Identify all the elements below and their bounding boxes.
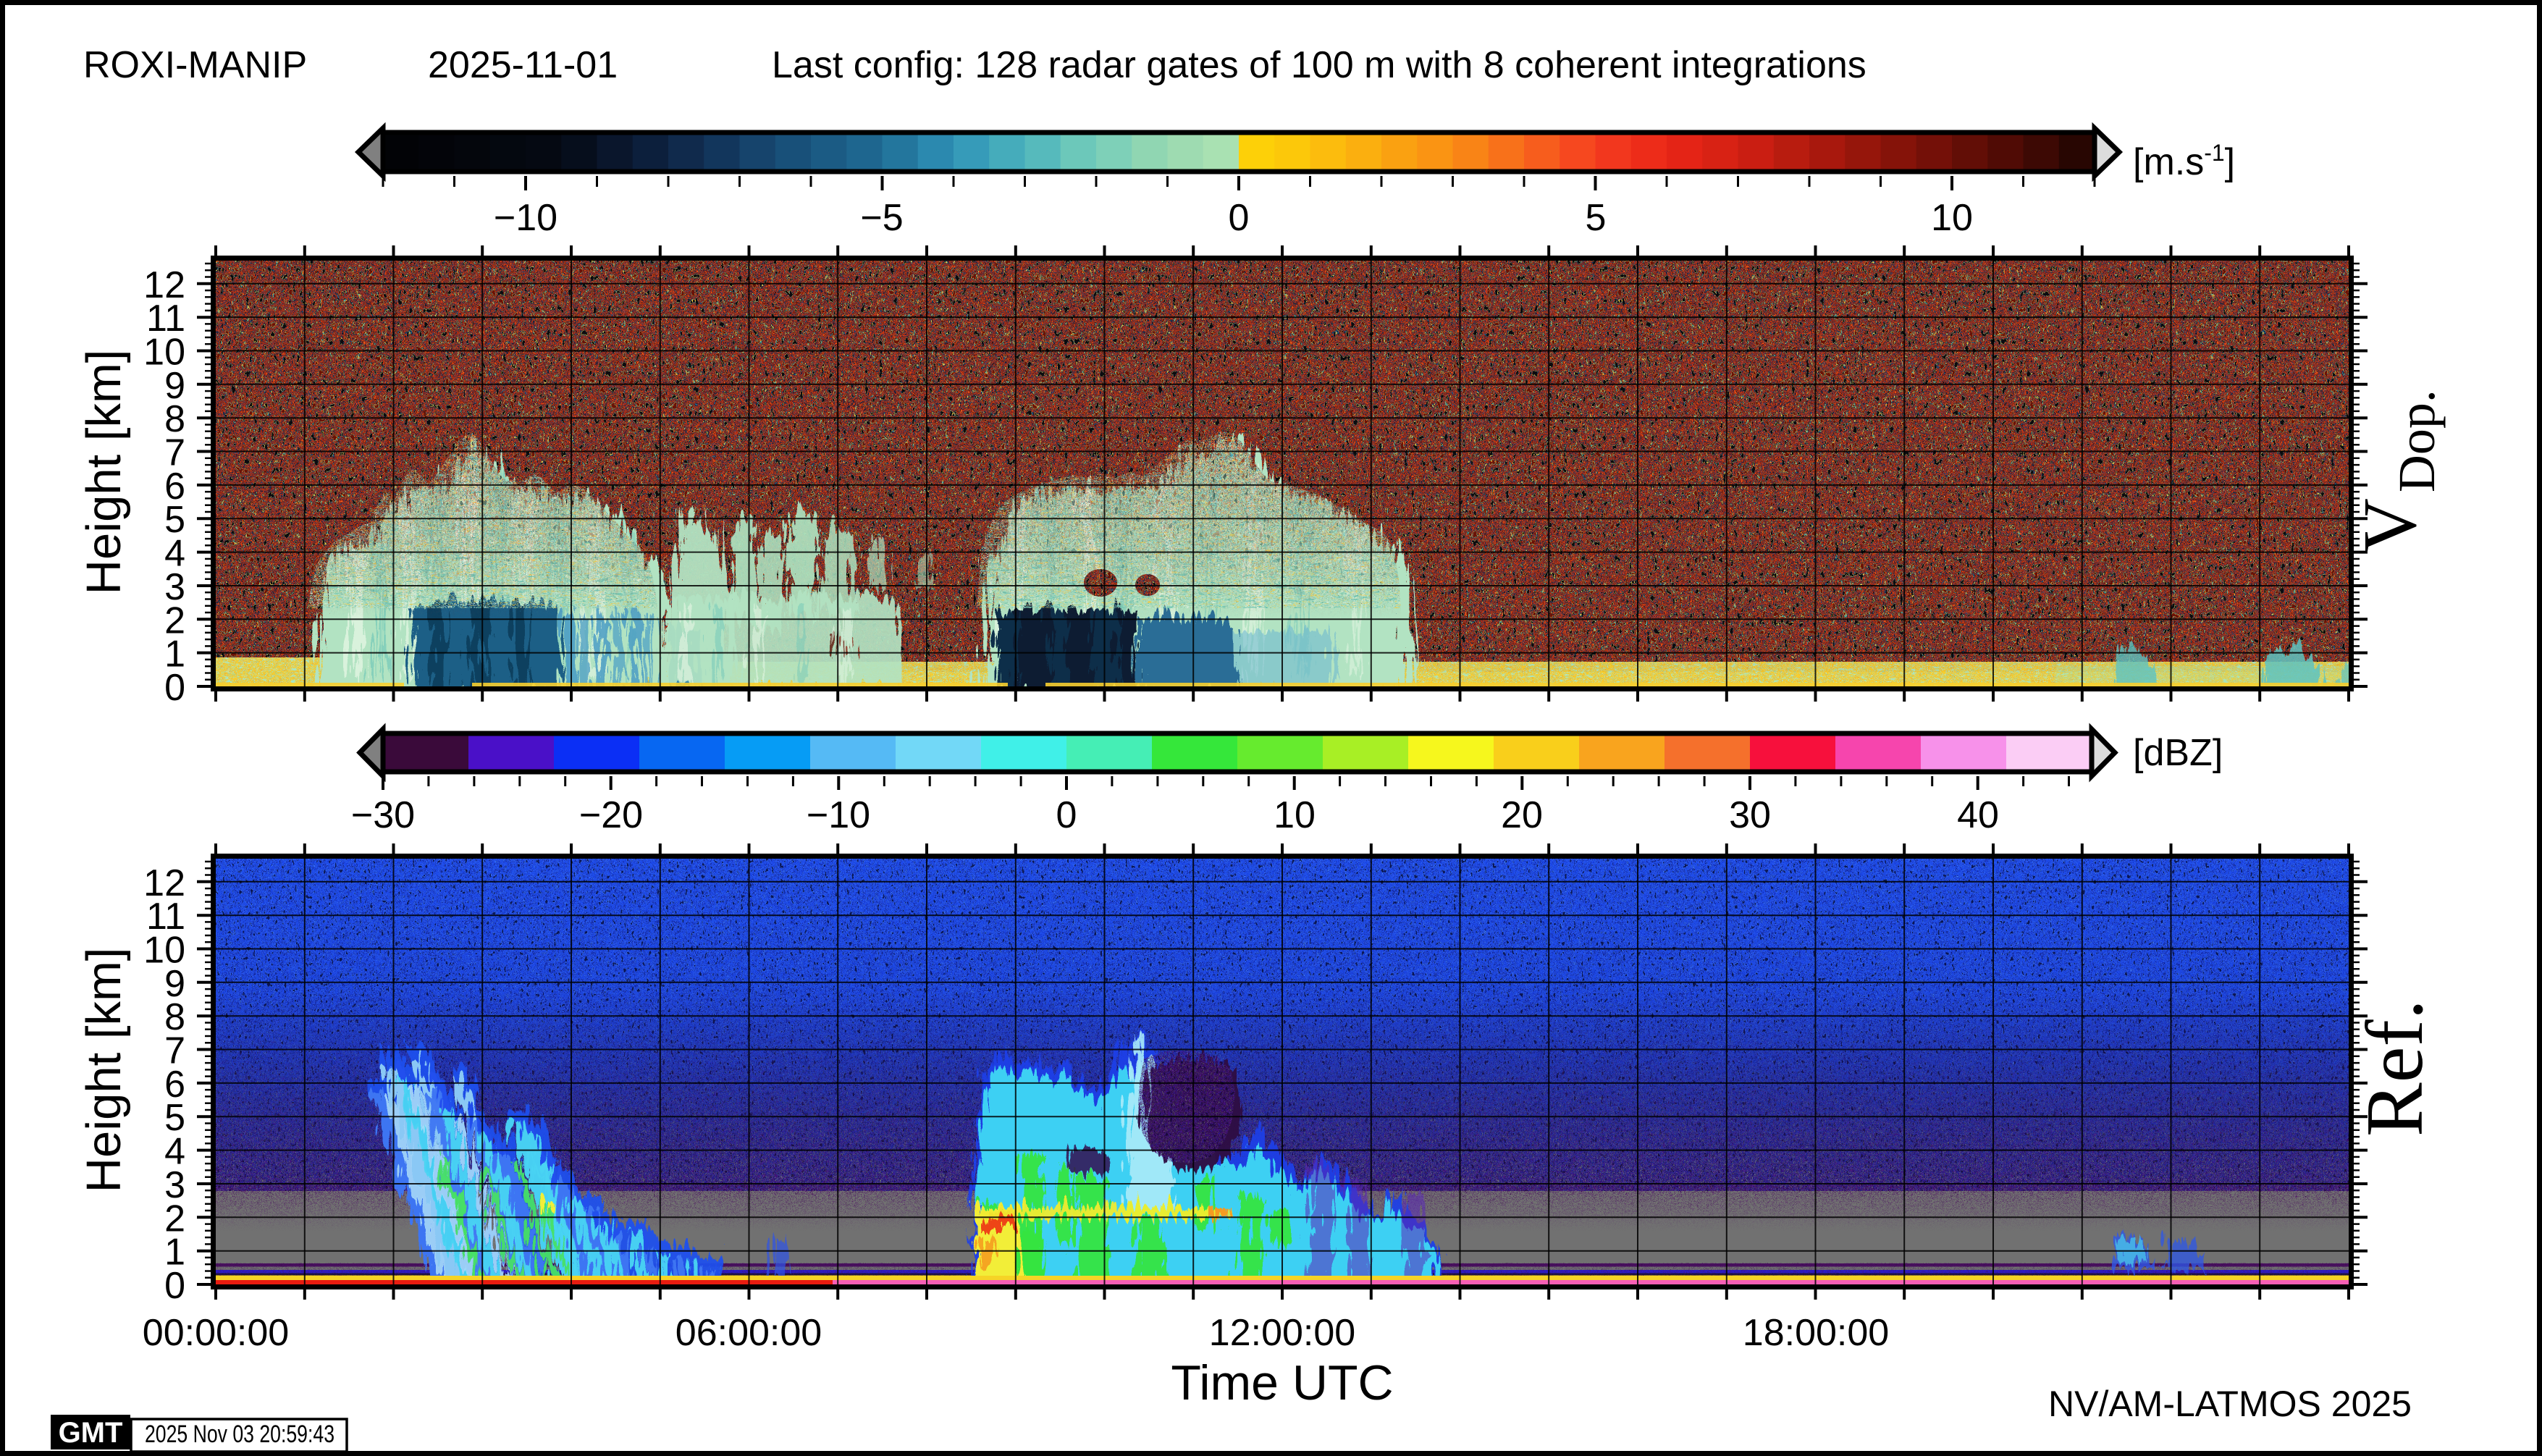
svg-text:20: 20 — [1501, 794, 1543, 836]
svg-text:6: 6 — [164, 466, 185, 508]
svg-text:0: 0 — [164, 667, 185, 709]
svg-text:12:00:00: 12:00:00 — [1209, 1312, 1355, 1354]
svg-text:NV/AM-LATMOS 2025: NV/AM-LATMOS 2025 — [2048, 1384, 2412, 1424]
svg-text:00:00:00: 00:00:00 — [143, 1312, 289, 1354]
svg-text:−20: −20 — [579, 794, 643, 836]
svg-text:11: 11 — [146, 896, 185, 938]
svg-text:10: 10 — [1931, 197, 1973, 239]
svg-text:6: 6 — [164, 1064, 185, 1106]
svg-text:GMT: GMT — [59, 1417, 123, 1449]
svg-text:−10: −10 — [494, 197, 557, 239]
svg-text:3: 3 — [164, 1164, 185, 1206]
svg-text:2025 Nov 03 20:59:43: 2025 Nov 03 20:59:43 — [145, 1421, 334, 1448]
svg-text:10: 10 — [143, 930, 185, 972]
svg-text:[dBZ]: [dBZ] — [2133, 732, 2223, 774]
svg-text:7: 7 — [164, 1030, 185, 1072]
svg-text:Height [km]: Height [km] — [77, 350, 131, 595]
svg-text:−5: −5 — [860, 197, 903, 239]
svg-text:7: 7 — [164, 432, 185, 474]
svg-text:18:00:00: 18:00:00 — [1743, 1312, 1889, 1354]
svg-text:11: 11 — [146, 298, 185, 340]
svg-text:−10: −10 — [807, 794, 870, 836]
svg-text:06:00:00: 06:00:00 — [676, 1312, 822, 1354]
svg-text:10: 10 — [1274, 794, 1316, 836]
svg-text:1: 1 — [164, 634, 185, 676]
svg-text:0: 0 — [1229, 197, 1250, 239]
svg-text:2: 2 — [164, 599, 185, 641]
svg-text:12: 12 — [143, 862, 185, 904]
svg-text:9: 9 — [164, 365, 185, 407]
svg-text:0: 0 — [1056, 794, 1077, 836]
svg-text:12: 12 — [143, 264, 185, 306]
svg-text:Ref.: Ref. — [2350, 999, 2440, 1137]
svg-text:30: 30 — [1729, 794, 1771, 836]
svg-text:1: 1 — [164, 1232, 185, 1274]
svg-text:ROXI-MANIP: ROXI-MANIP — [83, 44, 307, 86]
svg-text:2: 2 — [164, 1198, 185, 1240]
svg-text:8: 8 — [164, 996, 185, 1038]
svg-text:4: 4 — [164, 533, 185, 575]
svg-text:5: 5 — [164, 1097, 185, 1139]
svg-text:0: 0 — [164, 1265, 185, 1307]
svg-text:2025-11-01: 2025-11-01 — [428, 44, 618, 86]
svg-text:8: 8 — [164, 398, 185, 440]
svg-text:5: 5 — [1586, 197, 1607, 239]
svg-text:10: 10 — [143, 332, 185, 374]
svg-text:9: 9 — [164, 963, 185, 1005]
svg-text:5: 5 — [164, 499, 185, 541]
svg-text:40: 40 — [1957, 794, 1999, 836]
svg-text:Height [km]: Height [km] — [77, 948, 131, 1193]
svg-text:−30: −30 — [351, 794, 415, 836]
svg-text:4: 4 — [164, 1131, 185, 1173]
svg-text:Last config: 128 radar gates o: Last config: 128 radar gates of 100 m wi… — [772, 44, 1866, 86]
svg-text:Time UTC: Time UTC — [1171, 1355, 1393, 1410]
svg-text:3: 3 — [164, 566, 185, 608]
